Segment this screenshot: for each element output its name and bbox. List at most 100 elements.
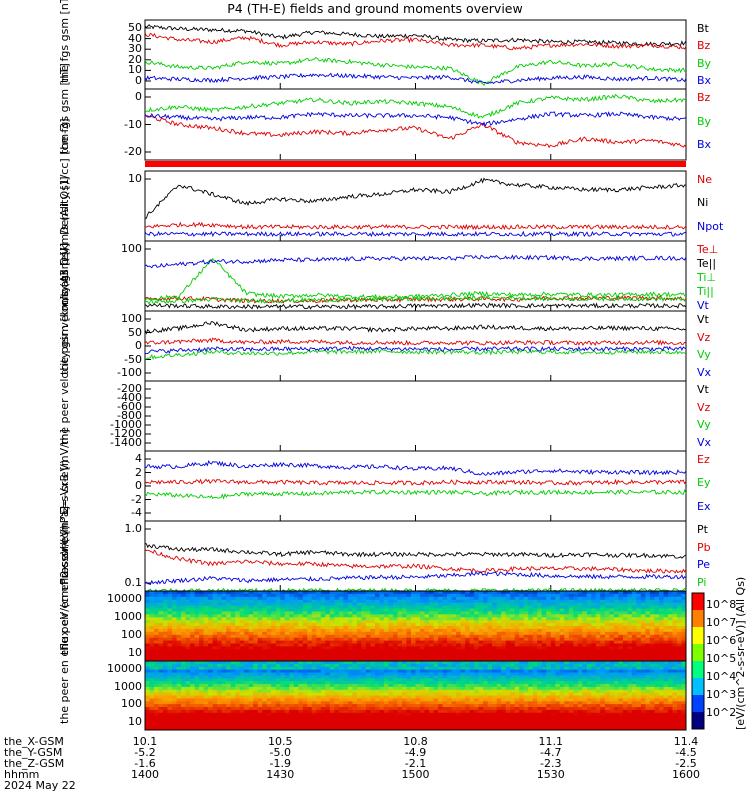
xaxis-value: 1430: [266, 768, 295, 781]
ytick-label: 10: [128, 715, 142, 728]
ytick-label: 10: [128, 172, 142, 185]
panel-frame-peir-velocity: [144, 310, 687, 382]
panel-frame-peer-velocity: [144, 380, 687, 452]
colorbar-tick: 10^7: [706, 616, 737, 629]
colorbar-label: [eV/(cm^2-s-sr-eV)] (All Qs): [734, 576, 747, 730]
panel-frame-density: [144, 170, 687, 242]
xaxis-value: 1600: [672, 768, 700, 781]
ytick-label: 10: [128, 646, 142, 659]
legend-By: By: [697, 56, 712, 70]
colorbar-tick: 10^2: [706, 706, 737, 719]
series-Pb: [144, 549, 687, 574]
legend-Vy: Vy: [697, 348, 711, 361]
ytick-label: 50: [128, 21, 142, 34]
colorbar-tick: 10^8: [706, 598, 737, 611]
colorbar-tick: 10^6: [706, 634, 737, 647]
ytick-label: -50: [124, 352, 142, 366]
ytick-label: 50: [128, 325, 142, 339]
xaxis-value: 10.8: [403, 735, 428, 748]
ytick-label: -800: [117, 409, 142, 422]
legend-Bx: Bx: [697, 73, 712, 87]
ytick-label: 1.0: [124, 522, 143, 535]
xaxis-value: -5.2: [134, 746, 156, 759]
ytick-label: 100: [121, 242, 142, 255]
xaxis-value: -4.5: [675, 746, 697, 759]
ytick-label: -1400: [110, 436, 142, 449]
ytick-label: -1200: [110, 427, 142, 440]
legend-Vz: Vz: [697, 330, 711, 344]
colorbar-tick: 10^4: [706, 670, 737, 683]
legend-Vx: Vx: [697, 365, 712, 379]
legend-Vt: Vt: [697, 383, 709, 396]
legend-Pi: Pi: [697, 575, 707, 589]
legend-By: By: [697, 114, 712, 128]
ytick-label: 100: [121, 312, 142, 325]
series-Te⊥: [144, 294, 687, 304]
series-By: [144, 93, 687, 119]
xaxis-value: -4.7: [540, 746, 562, 759]
xaxis-row-label: the_X-GSM: [4, 735, 64, 748]
series-Ni: [144, 177, 687, 219]
ytick-label: -600: [117, 400, 142, 413]
legend-Npot: Npot: [697, 219, 724, 233]
legend-Bt: Bt: [697, 22, 709, 35]
quality-bar: [145, 161, 686, 167]
xaxis-row-label: the_Z-GSM: [4, 757, 65, 770]
spectrogram-peer-spectrogram: [145, 661, 687, 731]
spectrogram-peir-spectrogram: [145, 591, 687, 662]
xaxis-row-label: the_Y-GSM: [4, 746, 63, 759]
ylabel-peer-velocity: the peer velocity gsm [km/s (All Qs)]: [58, 242, 71, 445]
xaxis-value: -5.0: [269, 746, 291, 759]
legend-Pb: Pb: [697, 540, 711, 554]
chart-title: P4 (TH-E) fields and ground moments over…: [227, 1, 523, 16]
ytick-label: -20: [124, 145, 142, 158]
series-Vx: [144, 345, 687, 355]
ytick-label: 100: [121, 628, 142, 641]
ytick-label: 0.1: [124, 576, 143, 589]
ytick-label: -400: [117, 391, 142, 404]
xaxis-value: 11.4: [673, 735, 699, 748]
series-Pt: [144, 543, 687, 559]
ytick-label: -2: [131, 492, 142, 506]
ytick-label: 10000: [107, 592, 142, 605]
series-Vt: [144, 321, 687, 335]
ytick-label: 0: [135, 74, 142, 87]
legend-Vt: Vt: [697, 313, 709, 326]
legend-Ti⊥: Ti⊥: [697, 271, 717, 284]
ytick-label: 1000: [114, 679, 142, 693]
spectrogram-frame: [144, 660, 687, 731]
xaxis-value: 10.1: [132, 735, 158, 748]
ytick-label: -4: [131, 506, 142, 519]
series-Vy: [145, 348, 687, 361]
series-Ne: [144, 221, 687, 231]
xaxis-value: -2.1: [404, 757, 427, 770]
legend-Ti||: Ti||: [697, 285, 714, 298]
ytick-label: 0: [135, 479, 142, 492]
legend-Vz: Vz: [697, 400, 711, 414]
legend-Ne: Ne: [697, 173, 712, 186]
ytick-label: 40: [128, 31, 142, 45]
ytick-label: -200: [117, 382, 142, 395]
series-By: [144, 57, 687, 86]
series-Ey: [144, 488, 687, 500]
ytick-label: 100: [121, 697, 142, 711]
legend-Bz: Bz: [697, 91, 711, 104]
panel-frame-fgs-gsm: [144, 19, 687, 90]
series-Ti||: [144, 295, 686, 305]
xaxis-value: -2.5: [675, 757, 697, 770]
xaxis-value: 10.5: [268, 735, 293, 748]
ytick-label: 20: [128, 52, 142, 66]
legend-Vx: Vx: [697, 435, 712, 449]
ytick-label: 10: [128, 63, 142, 77]
legend-Bz: Bz: [697, 39, 711, 53]
series-Bz: [144, 114, 687, 149]
series-Bt: [144, 24, 687, 47]
legend-Ey: Ey: [697, 476, 711, 490]
ytick-label: 1000: [114, 610, 142, 623]
series-Ti⊥: [144, 257, 687, 301]
ytick-label: 4: [135, 452, 142, 465]
legend-Vt: Vt: [697, 299, 709, 312]
legend-Te⊥: Te⊥: [697, 243, 719, 256]
xaxis-date: 2024 May 22: [4, 779, 76, 792]
